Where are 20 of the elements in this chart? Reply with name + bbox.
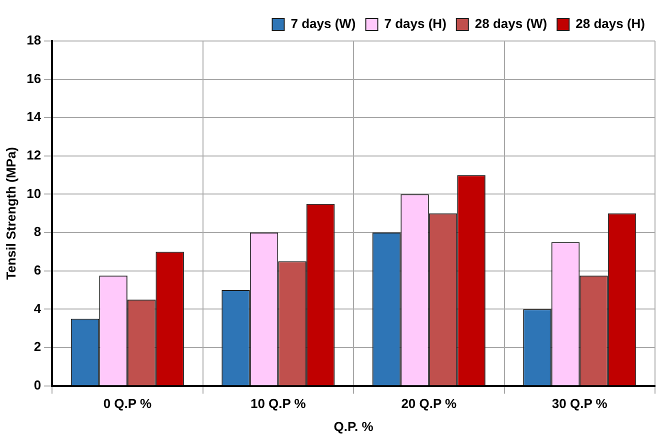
legend-label: 7 days (W) — [290, 16, 356, 32]
x-tick-label: 30 Q.P % — [552, 396, 608, 412]
y-tick-label: 2 — [34, 339, 42, 354]
legend-label: 7 days (H) — [384, 16, 446, 32]
y-tick-label: 16 — [26, 70, 42, 86]
legend-label: 28 days (W) — [474, 16, 548, 32]
y-axis-title: Tensil Strength (MPa) — [3, 147, 18, 280]
y-tick-label: 0 — [34, 377, 42, 392]
x-tick-label: 0 Q.P % — [103, 396, 152, 412]
x-axis-title: Q.P. % — [334, 418, 374, 434]
x-tick-label: 20 Q.P % — [401, 396, 458, 412]
x-tick-label: 10 Q.P % — [250, 396, 306, 412]
legend-label: 28 days (H) — [576, 16, 646, 32]
y-tick-label: 14 — [26, 109, 42, 124]
y-tick-label: 18 — [26, 32, 42, 48]
y-tick-label: 4 — [34, 300, 42, 316]
y-tick-label: 12 — [26, 148, 42, 163]
y-tick-label: 6 — [34, 262, 42, 278]
y-tick-label: 10 — [26, 186, 42, 201]
y-tick-label: 8 — [34, 224, 42, 240]
